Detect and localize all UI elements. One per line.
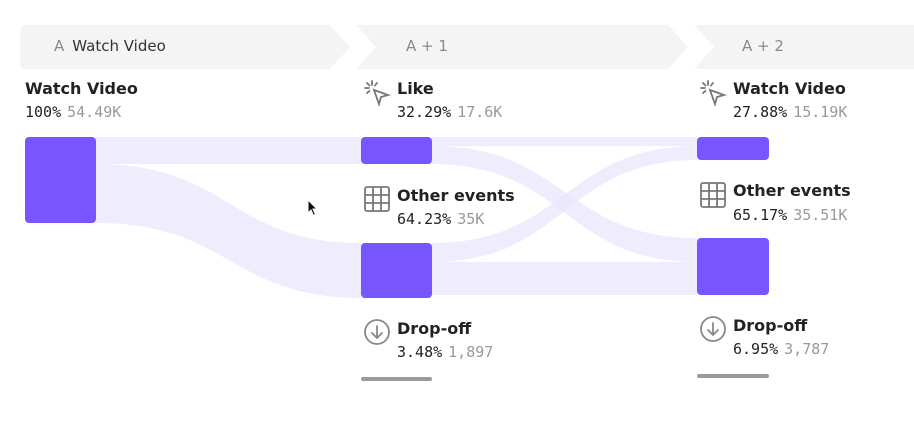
node-count: 3,787	[784, 340, 830, 358]
node-label: Other events	[733, 181, 851, 200]
node-stats: 64.23% 35K	[397, 210, 484, 228]
flow-other-to-other	[432, 262, 697, 295]
node-percent: 65.17%	[733, 206, 788, 224]
node-label: Other events	[397, 186, 515, 205]
node-percent: 32.29%	[397, 103, 452, 121]
node-label: Watch Video	[733, 79, 846, 98]
node-block-watch-video[interactable]	[25, 137, 96, 223]
step-prefix: A	[54, 37, 65, 55]
node-percent: 27.88%	[733, 103, 788, 121]
arrow-down-circle-icon	[364, 319, 390, 345]
step-prefix: A + 1	[406, 37, 448, 55]
node-count: 15.19K	[793, 103, 848, 121]
dropoff-bar[interactable]	[697, 374, 769, 378]
node-count: 1,897	[448, 343, 494, 361]
node-count: 35K	[457, 210, 485, 228]
node-percent: 3.48%	[397, 343, 443, 361]
node-label: Drop-off	[733, 316, 808, 335]
step-title: Watch Video	[72, 37, 166, 55]
node-stats: 65.17% 35.51K	[733, 206, 847, 224]
node-percent: 6.95%	[733, 340, 779, 358]
flow-other-to-watch	[432, 146, 697, 262]
arrow-down-circle-icon	[700, 316, 726, 342]
click-cursor-icon	[700, 80, 727, 107]
flow-like-to-watch	[432, 137, 697, 146]
node-stats: 3.48% 1,897	[397, 343, 493, 361]
flow-watch-to-other	[96, 164, 361, 298]
click-cursor-icon	[364, 80, 391, 107]
node-count: 17.6K	[457, 103, 503, 121]
node-count: 54.49K	[67, 103, 122, 121]
node-stats: 32.29% 17.6K	[397, 103, 502, 121]
node-block-watch-video[interactable]	[697, 137, 769, 160]
step-header-a2[interactable]: A + 2	[694, 25, 914, 69]
dropoff-bar[interactable]	[361, 377, 432, 381]
flow-watch-to-like	[96, 137, 361, 164]
node-block-other-events[interactable]	[697, 238, 769, 295]
node-label: Like	[397, 79, 434, 98]
node-block-like[interactable]	[361, 137, 432, 164]
node-stats: 100% 54.49K	[25, 103, 121, 121]
step-header-a1[interactable]: A + 1	[356, 25, 690, 69]
step-header-a[interactable]: A Watch Video	[20, 25, 352, 69]
node-percent: 100%	[25, 103, 62, 121]
node-label: Watch Video	[25, 79, 138, 98]
node-stats: 27.88% 15.19K	[733, 103, 847, 121]
node-label: Drop-off	[397, 319, 472, 338]
mouse-cursor-icon	[307, 199, 319, 217]
node-block-other-events[interactable]	[361, 243, 432, 298]
node-count: 35.51K	[793, 206, 848, 224]
node-stats: 6.95% 3,787	[733, 340, 829, 358]
step-prefix: A + 2	[742, 37, 784, 55]
node-percent: 64.23%	[397, 210, 452, 228]
grid-icon	[700, 182, 726, 208]
grid-icon	[364, 186, 390, 212]
